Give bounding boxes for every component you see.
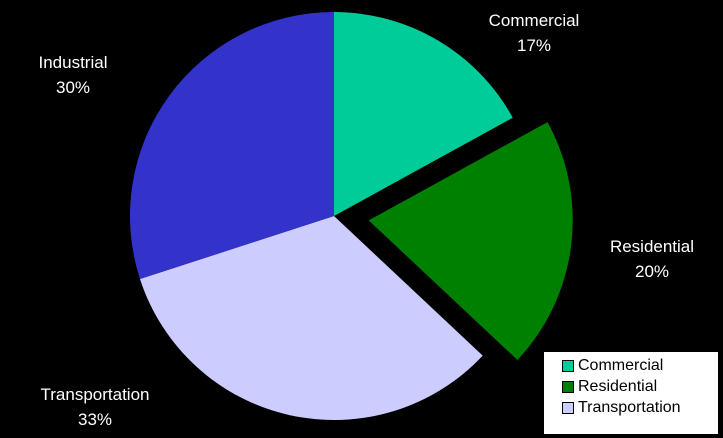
legend-swatch <box>562 380 574 393</box>
legend-item-commercial: Commercial <box>562 355 718 376</box>
pie-slice-transportation <box>139 216 483 421</box>
slice-label-commercial: Commercial 17% <box>489 11 580 55</box>
slice-label-residential: Residential 20% <box>610 237 694 281</box>
pie-slice-residential <box>368 122 573 361</box>
legend-label: Commercial <box>578 356 664 374</box>
slice-name: Industrial <box>39 53 108 72</box>
slice-percent: 30% <box>56 78 90 97</box>
legend-item-residential: Residential <box>562 376 718 397</box>
legend-item-transportation: Transportation <box>562 397 718 418</box>
slice-percent: 20% <box>635 262 669 281</box>
slice-name: Residential <box>610 237 694 256</box>
pie-slice-commercial <box>334 12 513 216</box>
legend-label: Transportation <box>578 398 681 416</box>
slice-name: Commercial <box>489 11 580 30</box>
slice-label-transportation: Transportation 33% <box>41 385 150 429</box>
slice-name: Transportation <box>41 385 150 404</box>
slice-percent: 17% <box>517 36 551 55</box>
slice-label-industrial: Industrial 30% <box>39 53 108 97</box>
legend-swatch <box>562 401 574 414</box>
pie-slice-industrial <box>129 12 334 280</box>
chart-legend: Commercial Residential Transportation <box>544 352 718 434</box>
pie-labels: Commercial 17% Residential 20% Transportatio… <box>39 11 695 429</box>
legend-swatch <box>562 359 574 372</box>
pie-slices <box>129 12 573 421</box>
legend-label: Residential <box>578 377 658 395</box>
slice-percent: 33% <box>78 410 112 429</box>
